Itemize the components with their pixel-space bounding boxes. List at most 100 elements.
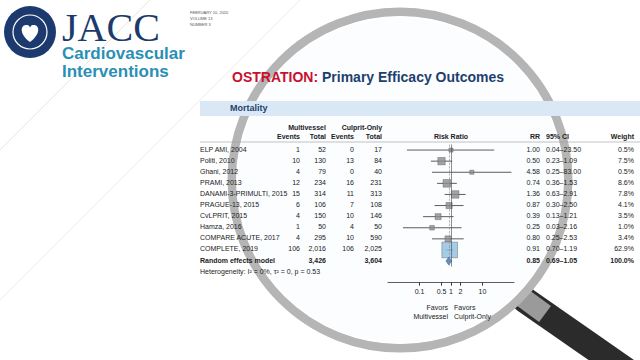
html-text:95% CI: 95% CI	[546, 133, 569, 140]
html-text:313: 313	[370, 189, 382, 197]
html-text:3,604: 3,604	[364, 256, 382, 264]
html-text:Mortality: Mortality	[230, 103, 268, 113]
html-text:7.8%: 7.8%	[618, 189, 634, 197]
html-text:130: 130	[314, 156, 326, 164]
html-text:OSTRATION: Primary Efficacy Ou: OSTRATION: Primary Efficacy Outcomes	[232, 69, 505, 85]
html-text:10: 10	[292, 156, 300, 164]
html-text:100.0%: 100.0%	[610, 256, 634, 264]
html-text:DANAMI-3-PRIMULTI, 2015: DANAMI-3-PRIMULTI, 2015	[200, 189, 288, 197]
html-text:0.23–1.09: 0.23–1.09	[546, 156, 578, 164]
html-text:2,025: 2,025	[364, 245, 382, 253]
html-text:Multivessel: Multivessel	[288, 124, 326, 131]
html-text:0.5%: 0.5%	[618, 145, 634, 153]
html-text:Hamza, 2016: Hamza, 2016	[200, 223, 242, 231]
html-text:0.25–83.00: 0.25–83.00	[546, 167, 581, 175]
html-text:COMPLETE, 2019: COMPLETE, 2019	[200, 245, 258, 253]
html-text:4.58: 4.58	[526, 167, 540, 175]
html-text:50: 50	[318, 223, 326, 231]
html-text:10: 10	[346, 234, 354, 242]
html-text:Favors: Favors	[426, 304, 448, 311]
html-text:16: 16	[346, 178, 354, 186]
html-text:108: 108	[370, 201, 382, 208]
html-text:0.30–2.50: 0.30–2.50	[546, 201, 578, 208]
html-text:0.04–23.50: 0.04–23.50	[546, 145, 581, 153]
html-text:CvLPRIT, 2015: CvLPRIT, 2015	[200, 212, 248, 220]
html-text:0.50: 0.50	[526, 156, 540, 164]
svg-text:10: 10	[479, 288, 487, 295]
html-text:13: 13	[346, 156, 354, 164]
html-text:COMPARE ACUTE, 2017: COMPARE ACUTE, 2017	[200, 234, 280, 242]
html-text:12: 12	[292, 178, 300, 186]
html-text:Random effects model: Random effects model	[200, 256, 276, 264]
html-text:Events: Events	[277, 133, 300, 140]
svg-text:2: 2	[459, 288, 463, 295]
html-text:52: 52	[318, 145, 326, 153]
html-text:Total: Total	[365, 133, 382, 140]
html-text:0.87: 0.87	[526, 201, 540, 208]
html-text:Weight: Weight	[610, 133, 634, 140]
html-text:295: 295	[314, 234, 326, 242]
html-text:0.91: 0.91	[526, 245, 540, 253]
html-text:7.5%: 7.5%	[618, 156, 634, 164]
html-text:Cardiovascular: Cardiovascular	[62, 44, 185, 63]
html-text:Risk Ratio: Risk Ratio	[433, 133, 469, 140]
html-text:Multivessel: Multivessel	[413, 313, 448, 320]
html-text:234: 234	[314, 178, 326, 186]
html-text:Total: Total	[309, 133, 326, 140]
html-text:0.13–1.21: 0.13–1.21	[546, 212, 578, 220]
html-text:PRAGUE-13, 2015: PRAGUE-13, 2015	[200, 201, 260, 208]
html-text:3.4%: 3.4%	[618, 234, 634, 242]
html-text:146: 146	[370, 212, 382, 220]
html-text:0.25: 0.25	[526, 223, 540, 231]
html-text:84: 84	[374, 156, 382, 164]
html-text:Heterogeneity: I² = 0%, τ² = 0: Heterogeneity: I² = 0%, τ² = 0, p = 0.53	[200, 267, 321, 275]
html-text:0.85: 0.85	[526, 256, 540, 264]
html-text:50: 50	[374, 223, 382, 231]
html-text:JACC: JACC	[62, 5, 160, 50]
html-text:0.74: 0.74	[526, 178, 540, 186]
html-text:Culprit-Only: Culprit-Only	[341, 124, 383, 131]
html-text:4.1%: 4.1%	[618, 201, 634, 208]
html-text:1.36: 1.36	[526, 189, 540, 197]
html-text:0.69–1.05: 0.69–1.05	[546, 256, 578, 264]
html-text:2,016: 2,016	[308, 245, 326, 253]
html-text:3,426: 3,426	[308, 256, 326, 264]
html-text:Politi, 2010: Politi, 2010	[200, 156, 235, 164]
html-text:RR: RR	[529, 133, 540, 140]
svg-text:0.1: 0.1	[415, 288, 425, 295]
html-text:Ghani, 2012: Ghani, 2012	[200, 167, 239, 175]
html-text:0.5%: 0.5%	[618, 167, 634, 175]
html-text:0.25–2.53: 0.25–2.53	[546, 234, 578, 242]
html-text:590: 590	[370, 234, 382, 242]
html-text:0.36–1.53: 0.36–1.53	[546, 178, 578, 186]
html-text:106: 106	[342, 245, 354, 253]
html-text:150: 150	[314, 212, 326, 220]
html-text:0.39: 0.39	[526, 212, 540, 220]
svg-text:1: 1	[449, 288, 453, 295]
html-text:62.9%: 62.9%	[614, 245, 634, 253]
html-text:0.70–1.19: 0.70–1.19	[546, 245, 578, 253]
html-text:15: 15	[292, 189, 300, 197]
html-text:Favors: Favors	[454, 304, 476, 311]
html-text:3.5%: 3.5%	[618, 212, 634, 220]
html-text:17: 17	[374, 145, 382, 153]
html-text:Events: Events	[331, 133, 354, 140]
html-text:1.00: 1.00	[526, 145, 540, 153]
html-text:Interventions: Interventions	[62, 62, 169, 81]
html-text:0.03–2.16: 0.03–2.16	[546, 223, 578, 231]
html-text:314: 314	[314, 189, 326, 197]
html-text:231: 231	[370, 178, 382, 186]
html-text:8.6%: 8.6%	[618, 178, 634, 186]
html-text:1.0%: 1.0%	[618, 223, 634, 231]
html-text:11: 11	[346, 189, 354, 197]
html-text:ELP AMI, 2004: ELP AMI, 2004	[200, 145, 247, 153]
html-text:0.63–2.91: 0.63–2.91	[546, 189, 578, 197]
html-text:0.80: 0.80	[526, 234, 540, 242]
svg-text:0.5: 0.5	[437, 288, 447, 295]
html-text:106: 106	[288, 245, 300, 253]
html-text:PRAMI, 2013: PRAMI, 2013	[200, 178, 242, 186]
html-text:79: 79	[318, 167, 326, 175]
html-text:106: 106	[314, 201, 326, 208]
html-text:40: 40	[374, 167, 382, 175]
html-text:10: 10	[346, 212, 354, 220]
